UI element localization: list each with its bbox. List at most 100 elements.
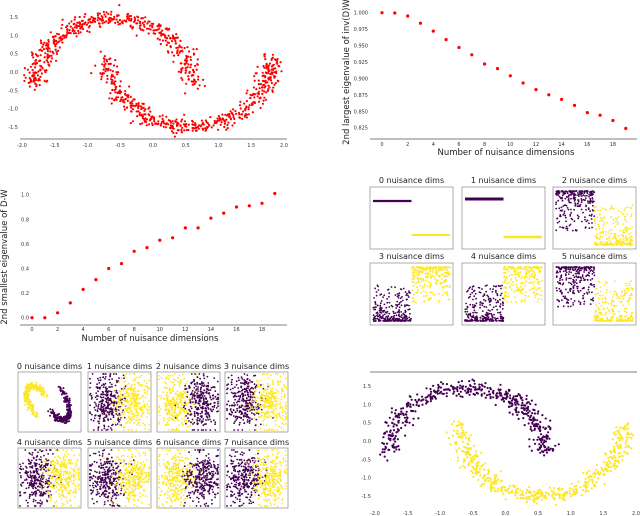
- data-point: [588, 222, 590, 225]
- data-point: [267, 88, 270, 91]
- data-point: [32, 77, 36, 80]
- data-point: [383, 309, 386, 312]
- data-point: [604, 208, 607, 211]
- data-point: [472, 290, 475, 293]
- data-point: [43, 79, 46, 82]
- data-point: [66, 30, 69, 34]
- data-point: [166, 398, 168, 401]
- data-point: [388, 312, 391, 315]
- data-point: [135, 429, 138, 431]
- data-point: [127, 96, 130, 99]
- data-point: [63, 34, 66, 37]
- data-point: [448, 284, 451, 287]
- data-point: [627, 287, 630, 289]
- data-point: [561, 194, 564, 197]
- data-point: [570, 208, 572, 211]
- data-point: [276, 62, 279, 65]
- data-point: [417, 272, 420, 275]
- data-point: [577, 289, 579, 292]
- data-point: [164, 423, 167, 426]
- data-point: [502, 297, 504, 300]
- data-point: [196, 373, 198, 376]
- data-point: [558, 300, 561, 303]
- data-point: [99, 396, 102, 398]
- data-point: [513, 269, 516, 272]
- data-point: [533, 291, 536, 293]
- data-point: [447, 266, 449, 269]
- data-point: [631, 204, 634, 207]
- data-point: [561, 209, 563, 212]
- data-point: [180, 120, 183, 123]
- data-point: [416, 266, 419, 268]
- data-point: [523, 298, 526, 301]
- data-point: [516, 286, 518, 288]
- data-point: [128, 417, 131, 419]
- data-point: [587, 202, 589, 204]
- data-point: [142, 400, 145, 403]
- data-point: [188, 387, 191, 389]
- data-point: [539, 267, 542, 269]
- data-point: [54, 48, 57, 51]
- data-point: [622, 304, 624, 307]
- data-point: [103, 13, 106, 16]
- data-point: [583, 192, 585, 194]
- data-point: [104, 382, 107, 385]
- data-point: [147, 411, 149, 414]
- data-point: [625, 320, 628, 322]
- y-tick-label: 0.5: [10, 52, 18, 58]
- data-point: [172, 131, 175, 134]
- data-point: [169, 410, 172, 413]
- data-point: [245, 100, 248, 103]
- data-point: [504, 268, 506, 271]
- data-point: [210, 386, 213, 389]
- data-point: [140, 397, 143, 399]
- data-point: [566, 190, 568, 193]
- data-point: [109, 381, 111, 384]
- data-point: [150, 115, 153, 118]
- data-point: [502, 304, 504, 307]
- data-point: [430, 277, 432, 280]
- data-point: [192, 48, 195, 51]
- data-point: [102, 420, 105, 422]
- data-point: [473, 309, 476, 312]
- data-point: [562, 305, 565, 308]
- data-point: [59, 388, 62, 391]
- data-point: [628, 284, 631, 287]
- data-point: [197, 386, 199, 388]
- data-point: [118, 401, 121, 404]
- data-point: [499, 319, 502, 322]
- data-point: [129, 101, 132, 105]
- data-point: [591, 277, 594, 280]
- data-point: [608, 235, 611, 238]
- data-point: [203, 84, 206, 88]
- data-point: [113, 99, 116, 102]
- data-point: [624, 290, 626, 293]
- data-point: [562, 214, 565, 216]
- data-point: [405, 315, 408, 318]
- data-point: [64, 422, 67, 425]
- data-point: [32, 56, 35, 59]
- data-point: [104, 386, 107, 389]
- data-point: [53, 413, 56, 416]
- data-point: [193, 412, 196, 415]
- data-point: [616, 223, 619, 226]
- data-point: [617, 216, 620, 218]
- data-point: [585, 111, 589, 115]
- data-point: [160, 122, 163, 125]
- y-tick-label: 0.0: [10, 70, 18, 76]
- data-point: [418, 281, 420, 284]
- data-point: [519, 289, 521, 292]
- data-point: [167, 378, 170, 380]
- data-point: [214, 122, 218, 125]
- data-point: [535, 267, 538, 269]
- data-point: [110, 102, 113, 105]
- data-point: [411, 278, 413, 280]
- data-point: [166, 50, 169, 53]
- data-point: [627, 319, 630, 322]
- data-point: [99, 72, 102, 75]
- data-point: [33, 88, 36, 91]
- data-point: [622, 223, 624, 226]
- data-point: [179, 393, 182, 396]
- data-point: [270, 71, 273, 74]
- data-point: [191, 120, 195, 123]
